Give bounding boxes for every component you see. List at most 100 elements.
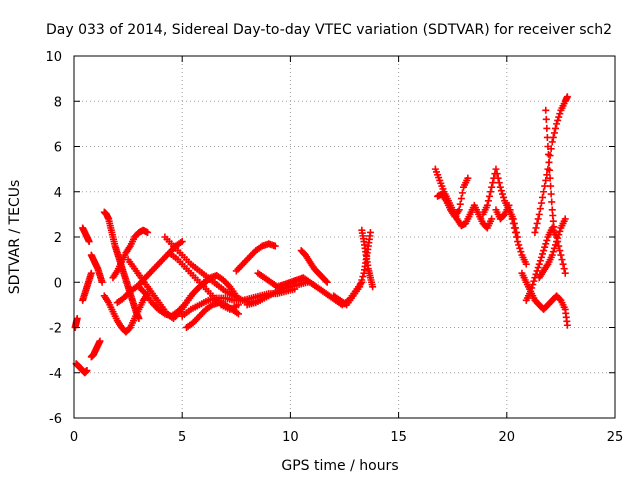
y-tick-label: 6: [54, 141, 62, 156]
data-point: [548, 138, 556, 146]
x-tick-label: 15: [390, 430, 407, 445]
data-point: [483, 201, 491, 209]
data-point: [489, 179, 497, 187]
data-point: [73, 314, 81, 322]
data-point: [543, 171, 551, 179]
data-point: [85, 238, 93, 246]
y-tick-label: 8: [54, 95, 62, 110]
data-point: [553, 120, 561, 128]
data-point: [493, 170, 501, 178]
series-track-z: [492, 201, 530, 268]
data-point: [556, 247, 564, 255]
data-point: [542, 115, 550, 123]
data-point: [549, 133, 557, 141]
grid: [74, 56, 615, 418]
series-track-e: [87, 337, 104, 361]
data-point: [522, 260, 530, 268]
series-track-ad: [535, 215, 569, 282]
data-point: [560, 265, 568, 273]
data-point: [498, 190, 506, 198]
data-point: [556, 227, 564, 235]
data-point: [323, 278, 331, 286]
data-point: [542, 240, 550, 248]
data-point: [516, 244, 524, 252]
y-tick-label: -4: [49, 367, 62, 382]
data-point: [555, 113, 563, 121]
data-point: [529, 281, 537, 289]
data-point: [494, 174, 502, 182]
x-tick-label: 0: [70, 430, 78, 445]
data-point: [513, 233, 521, 241]
data-point: [547, 182, 555, 190]
data-point: [83, 366, 91, 374]
data-point: [507, 210, 515, 218]
data-point: [536, 257, 544, 265]
data-point: [544, 150, 552, 158]
data-point: [509, 219, 517, 227]
data-point: [539, 250, 547, 258]
data-point: [533, 267, 541, 275]
data-point: [543, 236, 551, 244]
data-point: [548, 251, 556, 259]
data-point: [505, 201, 513, 209]
series-track-ac: [531, 93, 571, 236]
data-point: [234, 310, 242, 318]
data-point: [358, 276, 366, 284]
data-point: [455, 206, 463, 214]
x-tick-label: 20: [499, 430, 516, 445]
data-point: [517, 248, 525, 256]
data-point: [492, 165, 500, 173]
data-point: [540, 188, 548, 196]
data-point: [559, 260, 567, 268]
data-point: [500, 193, 508, 201]
chart-title: Day 033 of 2014, Sidereal Day-to-day VTE…: [46, 22, 612, 38]
data-point: [542, 106, 550, 114]
data-points: [71, 93, 571, 377]
y-tick-label: 10: [45, 50, 62, 65]
data-point: [554, 116, 562, 124]
data-point: [535, 260, 543, 268]
data-point: [563, 93, 571, 101]
data-point: [534, 264, 542, 272]
data-point: [551, 124, 559, 132]
data-point: [495, 179, 503, 187]
data-point: [540, 247, 548, 255]
data-point: [543, 133, 551, 141]
data-point: [534, 215, 542, 223]
data-point: [530, 277, 538, 285]
data-point: [553, 238, 561, 246]
data-point: [464, 174, 472, 182]
data-point: [555, 231, 563, 239]
y-tick-label: -6: [49, 412, 62, 427]
x-axis-label: GPS time / hours: [281, 458, 398, 474]
data-point: [550, 244, 558, 252]
data-point: [458, 189, 466, 197]
data-point: [457, 195, 465, 203]
data-point: [546, 166, 554, 174]
data-point: [554, 234, 562, 242]
data-point: [550, 129, 558, 137]
series-track-x: [434, 174, 472, 221]
data-point: [541, 243, 549, 251]
series-track-b: [72, 360, 91, 377]
data-point: [532, 224, 540, 232]
y-tick-label: 2: [54, 231, 62, 246]
data-point: [557, 251, 565, 259]
data-point: [543, 124, 551, 132]
series-track-v: [358, 226, 377, 291]
data-point: [531, 228, 539, 236]
series-track-g: [100, 208, 143, 322]
data-point: [178, 238, 186, 246]
data-point: [484, 197, 492, 205]
data-point: [537, 199, 545, 207]
data-point: [87, 269, 95, 277]
data-point: [488, 215, 496, 223]
data-point: [528, 284, 536, 292]
data-point: [550, 228, 558, 236]
data-point: [546, 174, 554, 182]
data-point: [496, 183, 504, 191]
series-track-f: [87, 251, 106, 286]
x-tick-label: 5: [178, 430, 186, 445]
